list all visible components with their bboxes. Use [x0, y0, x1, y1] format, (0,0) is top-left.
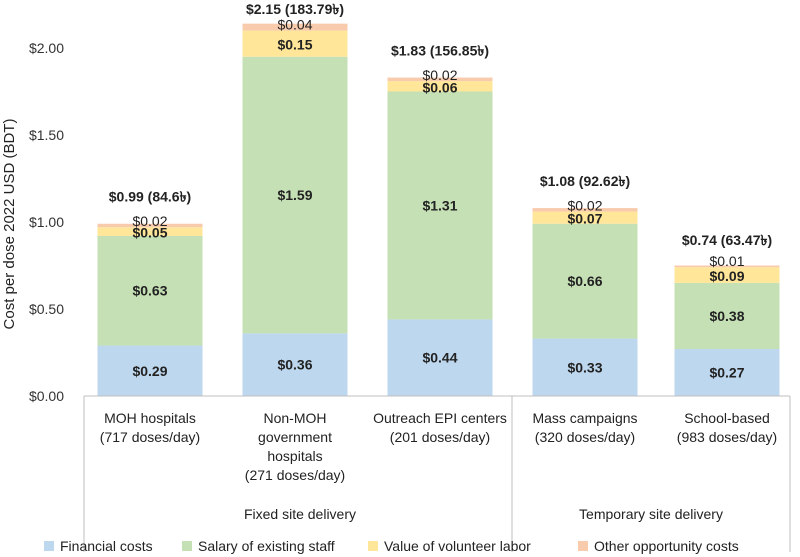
bar-segment [97, 223, 203, 228]
segment-label: $0.02 [132, 213, 167, 229]
y-tick-label: $0.50 [29, 301, 64, 317]
legend-swatch [578, 541, 588, 551]
legend-swatch [182, 541, 192, 551]
bar-segment [242, 23, 348, 31]
y-tick-label: $2.00 [29, 40, 64, 56]
category-label: Mass campaigns (320 doses/day) [532, 410, 637, 445]
segment-label: $0.15 [277, 37, 312, 53]
segment-label: $0.09 [709, 268, 744, 284]
segment-label: $0.44 [422, 350, 457, 366]
bar-segment [242, 333, 348, 396]
segment-label: $0.02 [567, 198, 602, 214]
bar-segment [387, 81, 493, 92]
bar-segment [532, 338, 638, 396]
segment-label: $0.02 [422, 67, 457, 83]
bar-segment [242, 56, 348, 334]
legend: Financial costs Salary of existing staff V… [44, 538, 739, 554]
legend-label: Salary of existing staff [198, 538, 335, 554]
segment-label: $0.04 [277, 17, 312, 33]
y-axis-title: Cost per dose 2022 USD (BDT) [1, 119, 18, 330]
segment-label: $0.33 [567, 359, 602, 375]
bar-segment [532, 208, 638, 212]
bar-total-label: $2.15 (183.79৳) [246, 1, 344, 17]
legend-label: Value of volunteer labor [384, 538, 531, 554]
bar-segment [387, 77, 493, 82]
segment-label: $0.01 [709, 253, 744, 269]
bar-segment [674, 349, 780, 396]
bars [97, 23, 780, 396]
y-tick-label: $0.00 [29, 388, 64, 404]
segment-label: $1.59 [277, 187, 312, 203]
bar-segment [532, 211, 638, 224]
bar-total-label: $0.74 (63.47৳) [682, 232, 772, 248]
segment-label: $0.36 [277, 357, 312, 373]
segment-label: $0.05 [132, 225, 167, 241]
bar-total-label: $1.08 (92.62৳) [540, 173, 630, 189]
segment-label: $0.63 [132, 283, 167, 299]
y-tick-label: $1.00 [29, 214, 64, 230]
bar-segment [387, 319, 493, 396]
category-label: MOH hospitals (717 doses/day) [100, 410, 200, 445]
bar-total-label: $1.83 (156.85৳) [391, 43, 489, 59]
bar-total-label: $0.99 (84.6৳) [109, 189, 191, 205]
legend-swatch [368, 541, 378, 551]
segment-label: $0.27 [709, 365, 744, 381]
segment-label: $0.38 [709, 308, 744, 324]
x-axis: MOH hospitals (717 doses/day) Non-MOH gover… [83, 395, 791, 552]
segment-label: $0.66 [567, 273, 602, 289]
bar-segment [97, 345, 203, 396]
segment-label: $1.31 [422, 197, 457, 213]
group-label: Fixed site delivery [244, 506, 356, 522]
category-label: Outreach EPI centers (201 doses/day) [373, 410, 507, 445]
bar-segment [387, 91, 493, 320]
bar-segment [97, 235, 203, 346]
segment-label: $0.07 [567, 211, 602, 227]
segment-label: $0.06 [422, 79, 457, 95]
bar-segment [97, 227, 203, 236]
axes: Cost per dose 2022 USD (BDT) $0.00 $0.50 $1… [1, 40, 64, 404]
y-tick-label: $1.50 [29, 127, 64, 143]
legend-label: Other opportunity costs [594, 538, 739, 554]
legend-label: Financial costs [60, 538, 153, 554]
bar-segment [674, 282, 780, 350]
legend-swatch [44, 541, 54, 551]
category-label: School-based (983 doses/day) [677, 410, 777, 445]
bar-segment [674, 265, 780, 268]
bar-segment [242, 30, 348, 57]
bar-segment [674, 267, 780, 283]
category-label: Non-MOH government hospitals (271 doses/day… [245, 410, 345, 483]
group-label: Temporary site delivery [579, 506, 723, 522]
bar-segment [532, 223, 638, 339]
data-labels: $0.29$0.63$0.05$0.02$0.36$1.59$0.15$0.04… [109, 1, 772, 381]
segment-label: $0.29 [132, 363, 167, 379]
